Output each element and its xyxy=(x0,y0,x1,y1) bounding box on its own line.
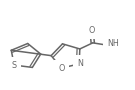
Text: S: S xyxy=(12,61,17,70)
Text: N: N xyxy=(77,59,83,68)
Text: NH: NH xyxy=(107,39,119,48)
Text: O: O xyxy=(88,26,95,35)
Text: O: O xyxy=(58,64,65,73)
